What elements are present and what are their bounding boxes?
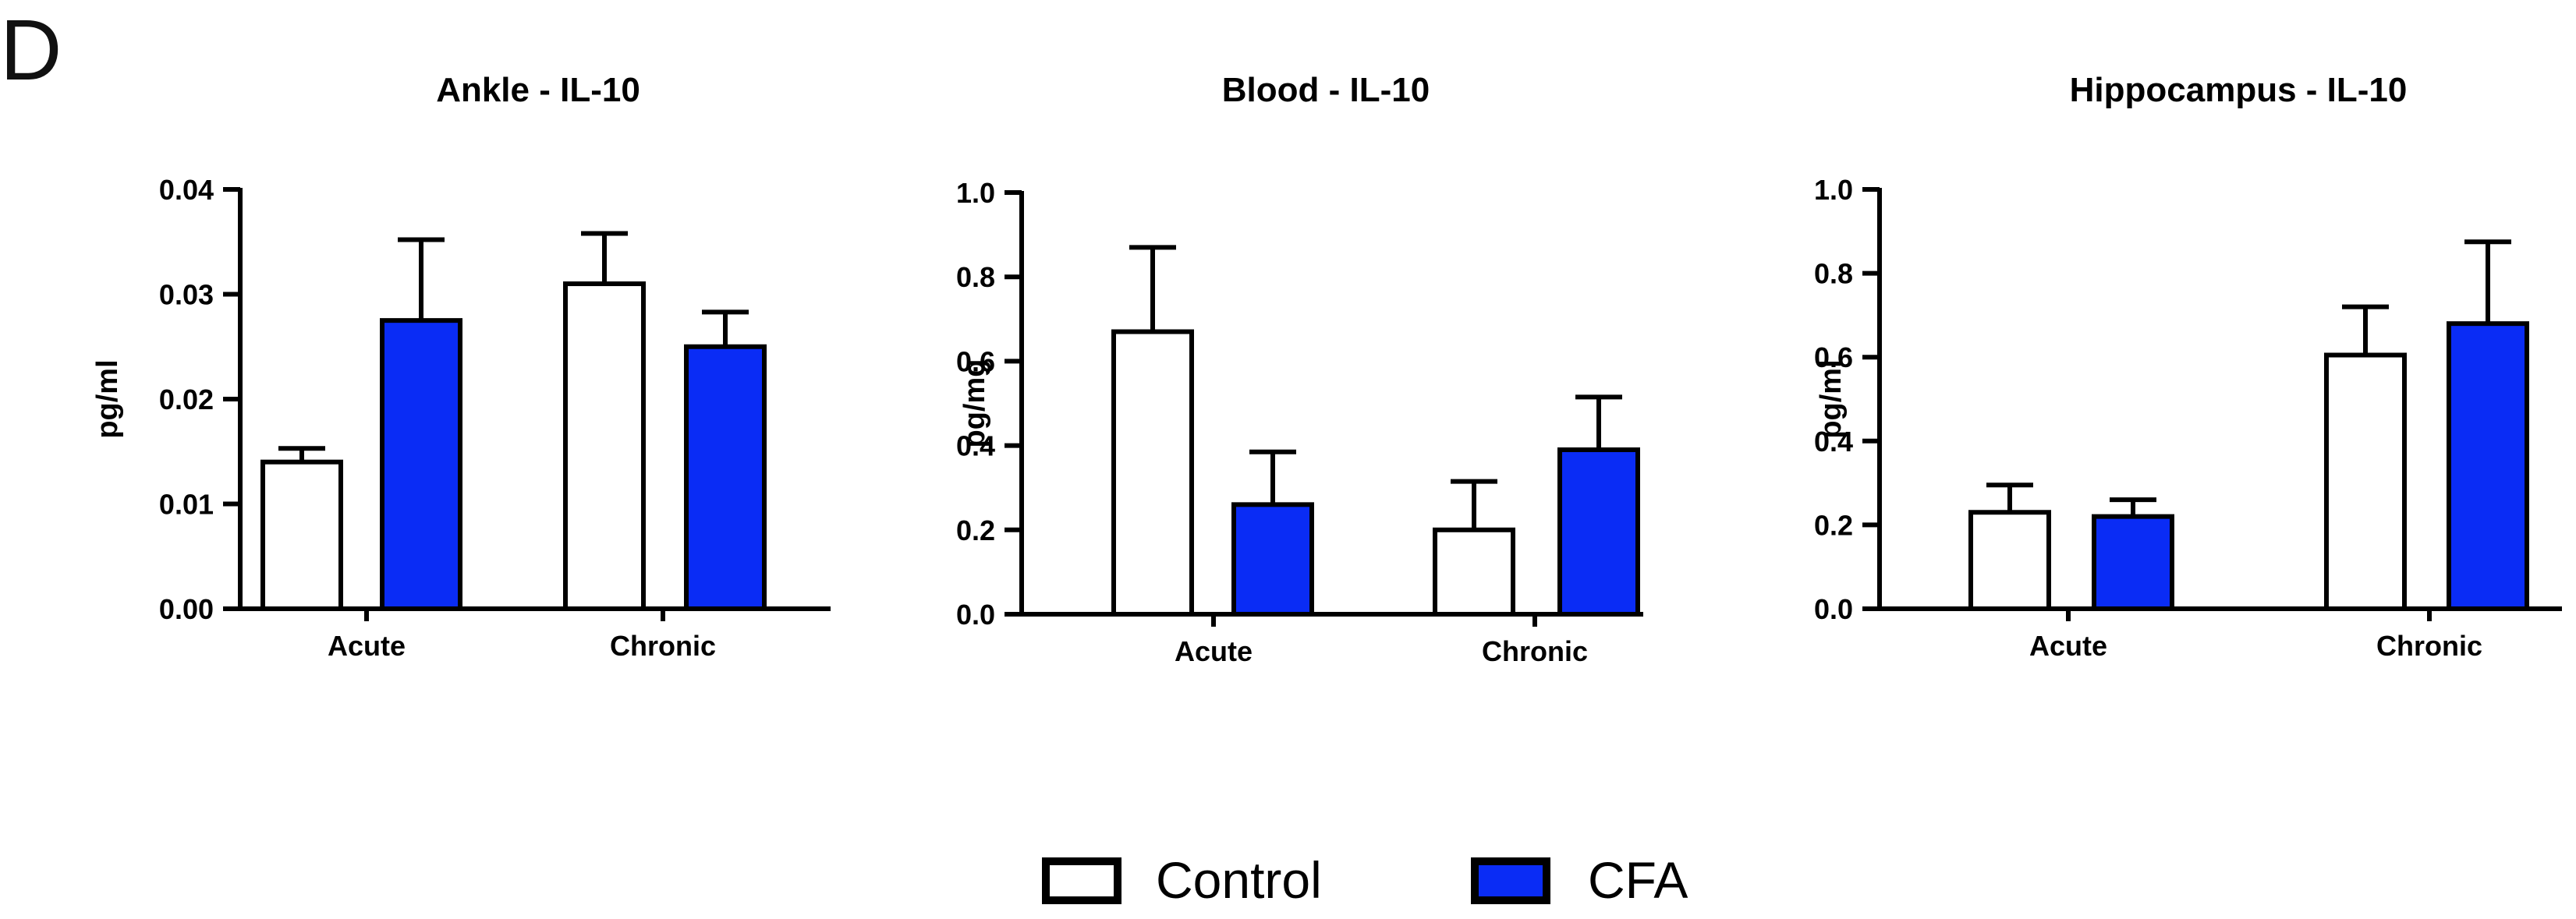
bar-control bbox=[1968, 510, 2051, 612]
legend-label-cfa: CFA bbox=[1588, 851, 1688, 909]
y-tick-label: 0.8 bbox=[956, 261, 995, 293]
bar-cfa bbox=[684, 344, 767, 611]
y-axis-label: pg/ml bbox=[91, 359, 124, 438]
y-tick-label: 0.2 bbox=[1814, 509, 1853, 541]
y-tick-label: 0.4 bbox=[1814, 426, 1853, 458]
y-tick-label: 0.8 bbox=[1814, 258, 1853, 290]
y-tick-label: 0.6 bbox=[956, 345, 995, 377]
panel-label: D bbox=[0, 2, 62, 98]
legend-swatch-control bbox=[1042, 857, 1121, 904]
bar-cfa bbox=[1557, 447, 1640, 617]
bar-control bbox=[563, 281, 646, 611]
chart-title: Ankle - IL-10 bbox=[436, 71, 640, 109]
bar-cfa bbox=[380, 318, 462, 611]
y-tick-label: 1.0 bbox=[1814, 174, 1853, 206]
chart-title: Blood - IL-10 bbox=[1222, 71, 1430, 109]
bar-cfa bbox=[2447, 321, 2529, 611]
bar-control bbox=[1111, 329, 1194, 617]
bar-control bbox=[260, 459, 343, 612]
y-tick-label: 0.6 bbox=[1814, 341, 1853, 373]
y-tick-label: 0.2 bbox=[956, 514, 995, 546]
bar-cfa bbox=[2092, 514, 2174, 612]
bar-control bbox=[1433, 527, 1515, 617]
y-tick-label: 1.0 bbox=[956, 177, 995, 209]
x-tick-label: Chronic bbox=[610, 630, 716, 662]
legend-label-control: Control bbox=[1156, 851, 1322, 909]
y-tick-label: 0.0 bbox=[1814, 593, 1853, 625]
chart-title: Hippocampus - IL-10 bbox=[2070, 71, 2408, 109]
x-tick-label: Chronic bbox=[1482, 635, 1588, 667]
x-tick-label: Acute bbox=[2029, 630, 2107, 662]
x-tick-label: Chronic bbox=[2376, 630, 2482, 662]
bar-control bbox=[2324, 352, 2407, 611]
y-tick-label: 0.4 bbox=[956, 430, 995, 462]
x-tick-label: Acute bbox=[1175, 635, 1253, 667]
x-tick-label: Acute bbox=[328, 630, 406, 662]
y-axis-label: pg/mg bbox=[958, 359, 991, 448]
y-tick-label: 0.03 bbox=[159, 279, 214, 311]
y-tick-label: 0.04 bbox=[159, 174, 214, 206]
y-tick-label: 0.0 bbox=[956, 599, 995, 631]
legend-swatch-cfa bbox=[1471, 857, 1550, 904]
y-axis-label: pg/ml bbox=[1815, 359, 1848, 438]
bar-cfa bbox=[1231, 502, 1314, 617]
y-tick-label: 0.01 bbox=[159, 489, 214, 521]
y-tick-label: 0.00 bbox=[159, 593, 214, 625]
y-tick-label: 0.02 bbox=[159, 384, 214, 415]
